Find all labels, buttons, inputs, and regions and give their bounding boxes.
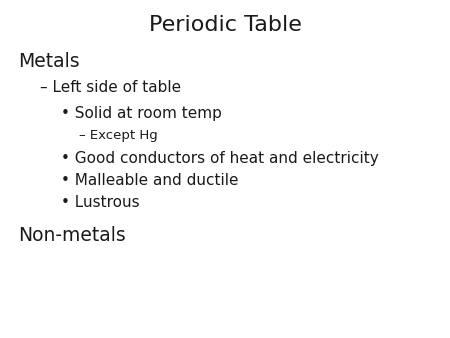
- Text: • Solid at room temp: • Solid at room temp: [61, 106, 221, 121]
- Text: • Lustrous: • Lustrous: [61, 195, 140, 210]
- Text: Metals: Metals: [18, 52, 80, 71]
- Text: Periodic Table: Periodic Table: [148, 15, 302, 35]
- Text: – Except Hg: – Except Hg: [79, 129, 158, 142]
- Text: – Left side of table: – Left side of table: [40, 80, 182, 95]
- Text: • Malleable and ductile: • Malleable and ductile: [61, 173, 238, 188]
- Text: Non-metals: Non-metals: [18, 226, 126, 245]
- Text: • Good conductors of heat and electricity: • Good conductors of heat and electricit…: [61, 151, 378, 166]
